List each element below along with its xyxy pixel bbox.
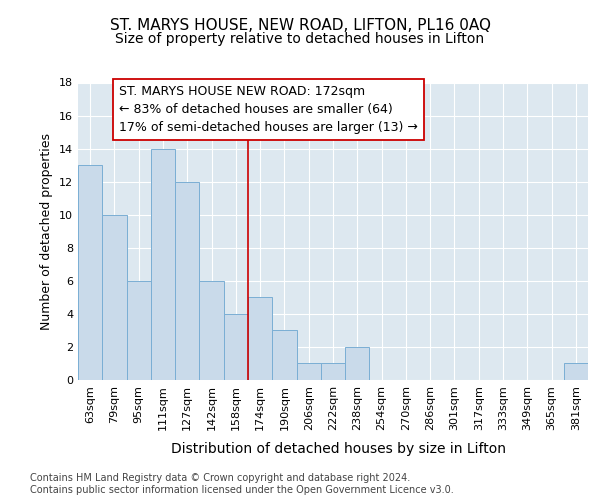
Text: ST. MARYS HOUSE NEW ROAD: 172sqm
← 83% of detached houses are smaller (64)
17% o: ST. MARYS HOUSE NEW ROAD: 172sqm ← 83% o… <box>119 85 418 134</box>
Bar <box>102 214 127 380</box>
Bar <box>321 364 345 380</box>
Bar <box>564 364 588 380</box>
Bar <box>127 281 151 380</box>
Bar <box>248 298 272 380</box>
Text: Contains HM Land Registry data © Crown copyright and database right 2024.
Contai: Contains HM Land Registry data © Crown c… <box>30 474 454 495</box>
Text: Distribution of detached houses by size in Lifton: Distribution of detached houses by size … <box>172 442 506 456</box>
Bar <box>296 364 321 380</box>
Bar <box>345 347 370 380</box>
Text: ST. MARYS HOUSE, NEW ROAD, LIFTON, PL16 0AQ: ST. MARYS HOUSE, NEW ROAD, LIFTON, PL16 … <box>110 18 491 32</box>
Bar <box>272 330 296 380</box>
Bar <box>199 281 224 380</box>
Y-axis label: Number of detached properties: Number of detached properties <box>40 132 53 330</box>
Bar <box>78 165 102 380</box>
Bar <box>175 182 199 380</box>
Bar <box>151 148 175 380</box>
Bar <box>224 314 248 380</box>
Text: Size of property relative to detached houses in Lifton: Size of property relative to detached ho… <box>115 32 485 46</box>
